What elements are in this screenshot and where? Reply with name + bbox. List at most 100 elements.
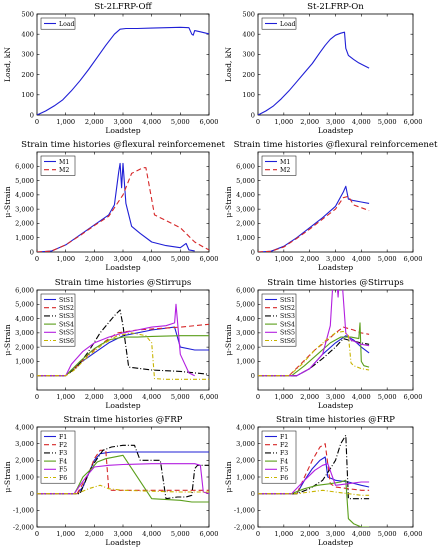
x-tick-label: 0 [35,255,39,263]
chart-title: Strain time histories @Stirrups [55,278,192,288]
chart-title: Strain time histories @FRP [276,415,395,425]
y-tick-label: 4,000 [236,191,255,199]
x-tick-label: 3,000 [326,530,345,538]
legend-label: F5 [280,467,288,474]
chart-panel-7: Strain time histories @FRP 0 1,000 2,000 3,0… [3,415,218,547]
legend-box [40,155,76,176]
legend-label: F1 [59,434,67,441]
series-line-sts5 [258,290,370,377]
y-tick-label: 3,000 [15,440,34,448]
legend-box [261,293,297,347]
series-group [37,303,209,380]
y-tick-label: 0 [30,111,34,119]
series-line-load [258,31,370,115]
y-tick-label: 0 [251,248,255,256]
y-tick-label: 6,000 [15,163,34,171]
x-axis-label: Loadstep [318,263,353,272]
x-tick-label: 5,000 [171,393,190,401]
x-tick-label: 0 [256,118,260,126]
series-line-m2 [37,167,209,252]
y-axis-label: μ-Strain [3,324,12,355]
chart-panel-8: Strain time histories @FRP 0 1,000 2,000 3,0… [224,415,422,547]
y-tick-label: 3,000 [15,329,34,337]
y-tick-label: 300 [242,51,255,59]
y-tick-label: 5,000 [236,301,255,309]
x-axis-label: Loadstep [318,538,353,547]
legend-label: F3 [59,450,67,457]
legend-label: StS4 [59,321,74,328]
legend-label: F4 [59,458,67,465]
legend-box [40,17,76,30]
y-axis-label: μ-Strain [3,461,12,492]
x-tick-label: 2,000 [85,393,104,401]
y-tick-label: 100 [242,91,255,99]
x-tick-label: 2,000 [85,530,104,538]
x-tick-label: 1,000 [56,530,75,538]
legend-label: F3 [280,450,288,457]
x-tick-label: 0 [256,255,260,263]
series-group [37,444,209,503]
legend-label: F2 [280,442,288,449]
legend-label: F1 [280,434,288,441]
x-axis-label: Loadstep [105,538,140,547]
y-tick-label: 6,000 [236,286,255,294]
x-tick-label: 6,000 [404,118,423,126]
series-group [258,434,370,527]
legend-label: StS6 [280,338,295,345]
x-tick-label: 3,000 [326,118,345,126]
series-line-m1 [258,185,370,252]
series-line-f3 [37,444,209,500]
legend-label: StS5 [280,330,295,337]
x-tick-label: 4,000 [142,255,161,263]
x-axis-label: Loadstep [105,263,140,272]
y-tick-label: 0 [251,111,255,119]
x-tick-label: 1,000 [274,393,293,401]
y-tick-label: -1,000 [13,507,34,515]
x-axis-label: Loadstep [105,401,140,410]
y-axis-label: Load, kN [3,47,12,82]
legend-label: StS4 [280,321,295,328]
legend-label: M2 [59,167,69,174]
legend-label: StS2 [280,305,295,312]
legend-label: Load [59,21,75,28]
legend-label: StS6 [59,338,74,345]
x-tick-label: 4,000 [352,255,371,263]
chart-panel-3: Strain time histories @flexural reinforc… [3,140,225,272]
series-line-f6 [37,484,209,495]
y-tick-label: 400 [21,31,34,39]
x-tick-label: 2,000 [300,530,319,538]
x-tick-label: 4,000 [352,118,371,126]
chart-title: St-2LFRP-On [307,2,364,12]
y-tick-label: 4,000 [236,315,255,323]
y-tick-label: 4,000 [15,191,34,199]
x-tick-label: 0 [35,118,39,126]
x-tick-label: 5,000 [171,530,190,538]
y-tick-label: 500 [242,10,255,18]
x-tick-label: 3,000 [114,393,133,401]
x-tick-label: 5,000 [378,118,397,126]
y-tick-label: 0 [251,490,255,498]
y-axis-label: Load, kN [224,47,233,82]
y-tick-label: 2,000 [236,220,255,228]
series-line-sts5 [37,303,195,377]
x-tick-label: 6,000 [200,530,219,538]
y-tick-label: 0 [251,372,255,380]
x-tick-label: 1,000 [56,393,75,401]
y-tick-label: 4,000 [236,423,255,431]
y-tick-label: 200 [21,71,34,79]
x-tick-label: 2,000 [85,255,104,263]
series-line-sts3 [37,309,209,377]
y-tick-label: 6,000 [236,163,255,171]
y-axis-label: μ-Strain [224,461,233,492]
series-line-sts6 [258,330,370,377]
legend-label: F6 [280,475,288,482]
chart-title: St-2LFRP-Off [94,2,152,12]
x-tick-label: 0 [35,393,39,401]
series-line-load [37,26,209,115]
y-tick-label: 1,000 [15,473,34,481]
legend-box [261,430,297,484]
y-tick-label: 4,000 [15,423,34,431]
series-line-sts4 [37,335,209,377]
legend-box [261,155,297,176]
series-group [37,162,209,252]
